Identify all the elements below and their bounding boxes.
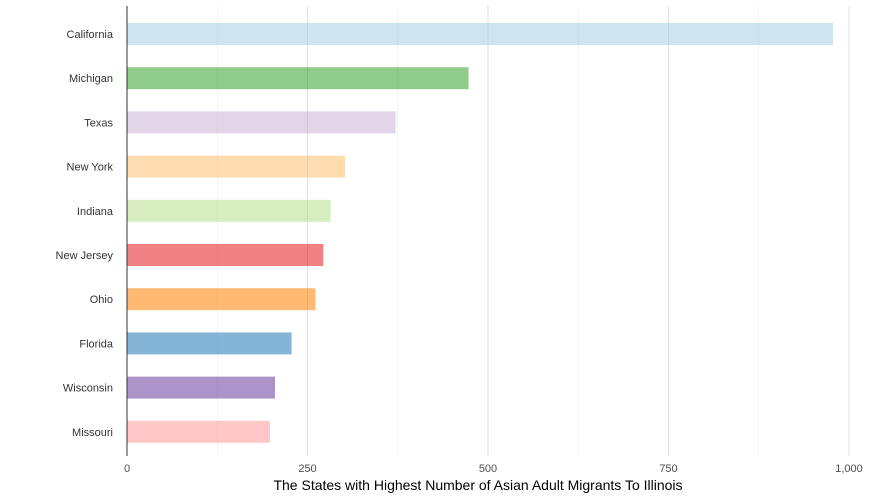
bar-florida (127, 332, 292, 355)
x-axis-label: The States with Highest Number of Asian … (273, 477, 682, 493)
bar-missouri (127, 420, 270, 443)
x-tick-labels: 0 250 500 750 1,000 (124, 463, 863, 475)
category-label: Michigan (69, 73, 113, 85)
category-label: New York (67, 162, 114, 174)
category-label: California (67, 29, 114, 41)
category-labels: California Michigan Texas New York Indiana Ne… (56, 29, 114, 439)
bar-california (127, 23, 834, 45)
bar-new-jersey (127, 244, 324, 266)
bar-michigan (127, 67, 469, 90)
bar-new-york (127, 155, 346, 178)
bars (127, 23, 834, 443)
category-label: Texas (84, 117, 113, 129)
category-label: Florida (79, 338, 114, 350)
x-tick-label: 750 (659, 463, 677, 475)
x-tick-label: 500 (479, 463, 497, 475)
bar-ohio (127, 288, 316, 311)
x-tick-label: 250 (298, 463, 316, 475)
bar-texas (127, 111, 396, 134)
bar-indiana (127, 199, 331, 222)
x-tick-label: 0 (124, 463, 130, 475)
category-label: Ohio (90, 294, 113, 306)
category-label: Missouri (72, 427, 113, 439)
bar-wisconsin (127, 376, 276, 399)
category-label: Indiana (77, 206, 114, 218)
x-tick-label: 1,000 (835, 463, 863, 475)
category-label: New Jersey (56, 250, 114, 262)
category-label: Wisconsin (63, 383, 113, 395)
